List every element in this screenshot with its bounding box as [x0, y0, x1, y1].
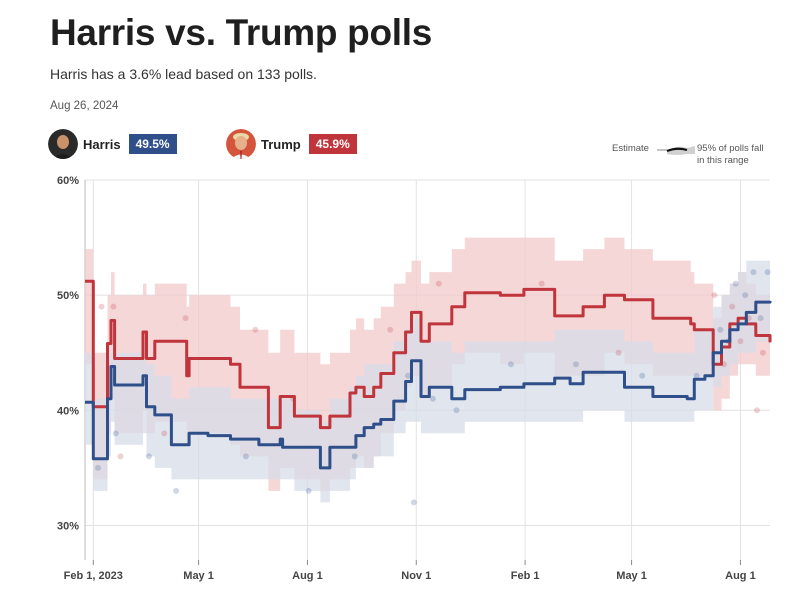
poll-dot-harris — [410, 499, 417, 506]
poll-dot-harris — [742, 292, 749, 299]
poll-dot-harris — [732, 280, 739, 287]
trump-name: Trump — [261, 136, 301, 152]
y-tick-label: 50% — [57, 290, 79, 302]
poll-dot-harris — [693, 372, 700, 379]
legend-estimate-swatch — [657, 146, 695, 155]
poll-dot-harris — [242, 453, 249, 460]
poll-dot-harris — [639, 372, 646, 379]
poll-dot-harris — [305, 487, 312, 494]
harris-badge: 49.5% — [128, 134, 177, 154]
x-tick-label: Aug 1 — [292, 570, 323, 582]
y-tick-label: 60% — [57, 175, 79, 187]
poll-dot-harris — [572, 361, 579, 368]
poll-dot-trump — [110, 303, 117, 310]
page-subtitle: Harris has a 3.6% lead based on 133 poll… — [50, 66, 317, 82]
harris-name: Harris — [83, 136, 121, 152]
poll-dot-harris — [145, 453, 152, 460]
y-tick-label: 30% — [57, 520, 79, 532]
legend-range-line2: in this range — [697, 155, 749, 166]
page-title: Harris vs. Trump polls — [50, 12, 433, 53]
poll-dot-harris — [404, 372, 411, 379]
poll-dot-trump — [538, 280, 545, 287]
poll-dot-harris — [351, 453, 358, 460]
poll-dot-trump — [737, 338, 744, 345]
poll-dot-trump — [753, 407, 760, 414]
poll-dot-trump — [729, 303, 736, 310]
poll-dot-trump — [615, 349, 622, 356]
poll-dot-trump — [117, 453, 124, 460]
poll-dot-trump — [182, 315, 189, 322]
candidate-trump: Trump 45.9% — [226, 128, 357, 160]
poll-dot-harris — [717, 326, 724, 333]
poll-dot-harris — [429, 395, 436, 402]
trump-badge: 45.9% — [308, 134, 357, 154]
poll-dot-trump — [387, 326, 394, 333]
poll-dot-harris — [112, 430, 119, 437]
poll-dot-trump — [252, 326, 259, 333]
harris-avatar — [48, 129, 78, 159]
poll-dot-harris — [453, 407, 460, 414]
line-trump — [85, 279, 772, 430]
x-tick-label: May 1 — [616, 570, 647, 582]
poll-chart: 30% 40% 50% 60% Feb 1, 2023 May 1 Aug 1 Nov 1 Fe… — [57, 175, 772, 582]
update-date: Aug 26, 2024 — [50, 100, 119, 112]
x-tick-label: Aug 1 — [725, 570, 756, 582]
poll-dot-trump — [711, 292, 718, 299]
candidate-harris: Harris 49.5% — [48, 128, 177, 160]
poll-dot-harris — [95, 464, 102, 471]
poll-dot-harris — [173, 487, 180, 494]
y-tick-label: 40% — [57, 405, 79, 417]
band-harris — [85, 260, 770, 503]
poll-dot-harris — [750, 269, 757, 276]
legend-range-line1: 95% of polls fall — [697, 143, 764, 154]
x-tick-label: May 1 — [183, 570, 214, 582]
x-tick-label: Feb 1, 2023 — [64, 570, 123, 582]
trump-avatar — [226, 129, 256, 159]
x-tick-label: Feb 1 — [511, 570, 540, 582]
poll-dot-harris — [764, 269, 771, 276]
legend-estimate-label: Estimate — [612, 143, 649, 154]
poll-dot-trump — [759, 349, 766, 356]
poll-dot-trump — [435, 280, 442, 287]
poll-dot-trump — [161, 430, 168, 437]
poll-dot-harris — [507, 361, 514, 368]
poll-dot-harris — [757, 315, 764, 322]
poll-dot-trump — [98, 303, 105, 310]
line-harris — [85, 300, 772, 470]
x-tick-label: Nov 1 — [401, 570, 431, 582]
